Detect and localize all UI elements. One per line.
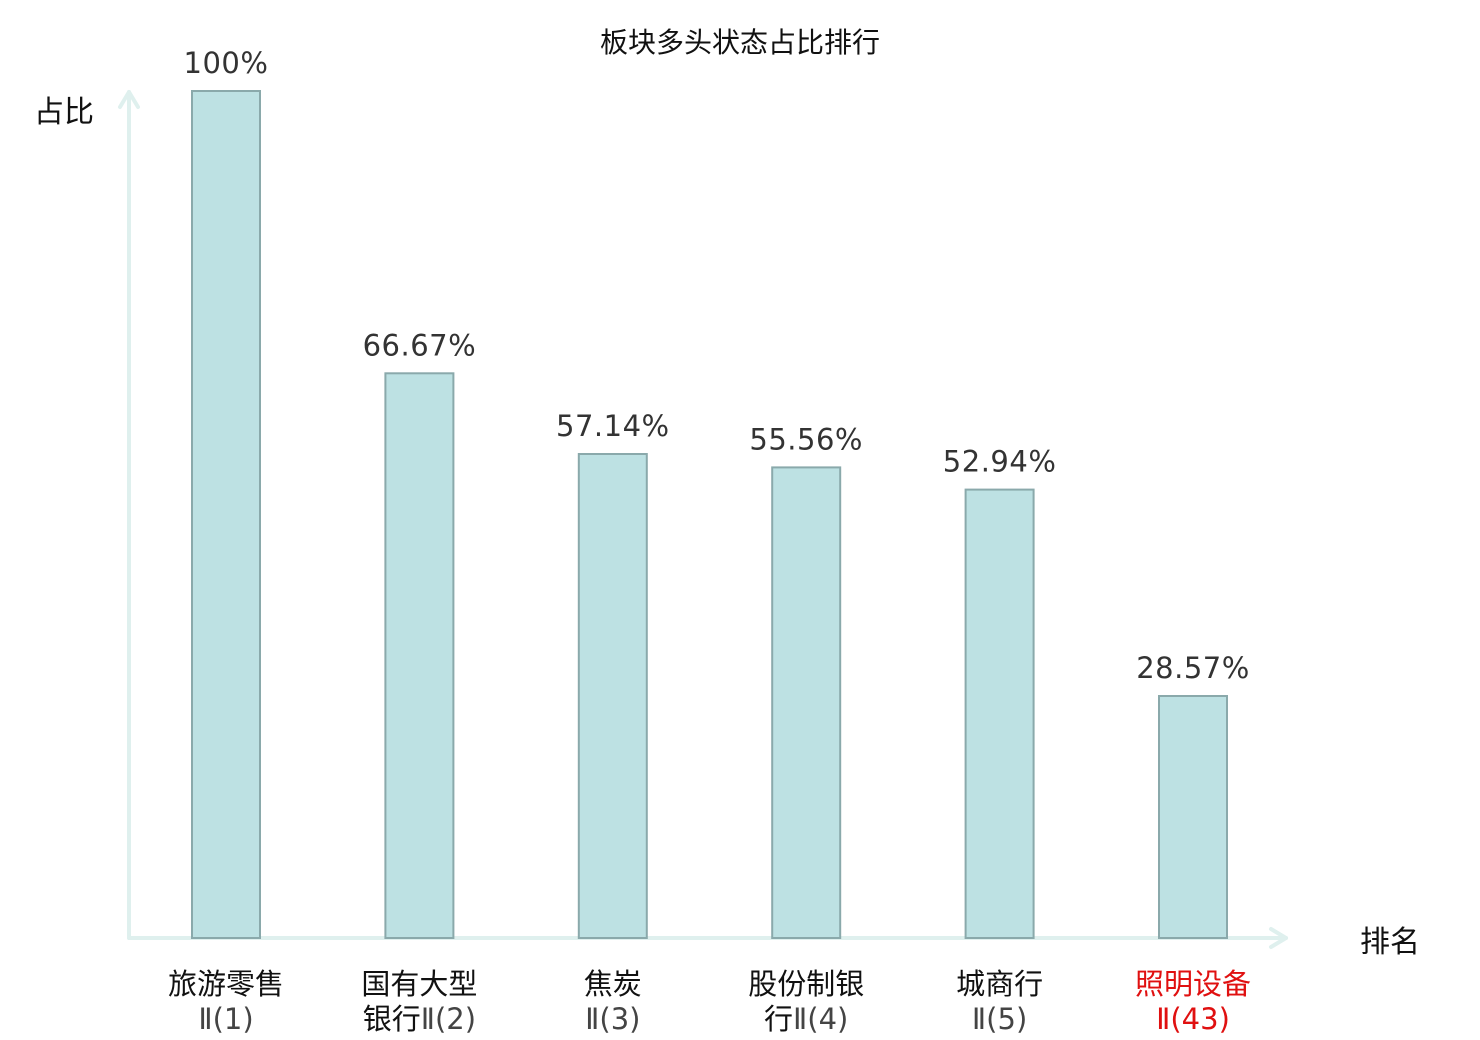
category-label-2: 国有大型银行Ⅱ(2) xyxy=(361,967,477,1036)
category-label-4: 股份制银行Ⅱ(4) xyxy=(748,967,864,1036)
category-label-line: 行Ⅱ(4) xyxy=(764,1002,848,1036)
category-labels-group: 旅游零售 Ⅱ(1) 国有大型银行Ⅱ(2) 焦炭 Ⅱ(3) 股份制银行Ⅱ(4) 城商行 Ⅱ(5)… xyxy=(168,967,1251,1036)
category-rank: Ⅱ(2) xyxy=(421,1002,476,1036)
category-name: 国有大型 xyxy=(361,967,477,1001)
category-rank: Ⅱ(4) xyxy=(793,1002,848,1036)
y-axis-label: 占比 xyxy=(34,95,94,130)
category-label-line: 银行Ⅱ(2) xyxy=(363,1002,476,1036)
category-rank: Ⅱ(3) xyxy=(585,1002,640,1036)
value-label-4: 55.56% xyxy=(749,422,863,456)
bar-1 xyxy=(191,90,261,939)
bar-4 xyxy=(771,466,842,939)
category-name: 焦炭 xyxy=(584,967,642,1001)
y-axis-arrow xyxy=(118,90,140,109)
category-label-line: 焦炭 xyxy=(584,967,642,1001)
category-name: 旅游零售 xyxy=(168,967,284,1001)
category-label-6: 照明设备 Ⅱ(43) xyxy=(1135,967,1251,1036)
x-axis-arrow xyxy=(1269,927,1288,949)
value-label-2: 66.67% xyxy=(363,328,477,362)
category-rank: Ⅱ(1) xyxy=(198,1002,253,1036)
category-label-line: Ⅱ(3) xyxy=(585,1002,640,1036)
category-label-line: 旅游零售 xyxy=(168,967,284,1001)
category-label-line: Ⅱ(1) xyxy=(198,1002,253,1036)
bar-3 xyxy=(577,453,648,939)
value-label-3: 57.14% xyxy=(556,409,670,443)
category-name: 行 xyxy=(764,1002,793,1036)
category-label-line: 国有大型 xyxy=(361,967,477,1001)
value-label-5: 52.94% xyxy=(943,445,1057,479)
category-label-line: 股份制银 xyxy=(748,967,864,1001)
category-name: 城商行 xyxy=(956,967,1043,1001)
category-name: 银行 xyxy=(363,1002,421,1036)
category-name: 照明设备 xyxy=(1135,967,1251,1001)
bar-6 xyxy=(1158,695,1228,939)
category-label-line: 城商行 xyxy=(956,967,1043,1001)
bars-group xyxy=(191,90,1228,939)
category-label-line: Ⅱ(43) xyxy=(1156,1002,1230,1036)
category-label-1: 旅游零售 Ⅱ(1) xyxy=(168,967,284,1036)
value-label-1: 100% xyxy=(184,46,269,80)
category-label-line: Ⅱ(5) xyxy=(972,1002,1027,1036)
chart-title: 板块多头状态占比排行 xyxy=(600,26,880,59)
bar-5 xyxy=(964,488,1035,939)
category-label-line: 照明设备 xyxy=(1135,967,1251,1001)
axes xyxy=(118,90,1288,949)
value-label-6: 28.57% xyxy=(1136,651,1250,685)
category-rank: Ⅱ(5) xyxy=(972,1002,1027,1036)
value-labels-group: 100% 66.67% 57.14% 55.56% 52.94% 28.57% xyxy=(184,46,1250,685)
category-label-3: 焦炭 Ⅱ(3) xyxy=(584,967,642,1036)
bar-2 xyxy=(384,372,455,939)
category-rank: Ⅱ(43) xyxy=(1156,1002,1230,1036)
category-label-5: 城商行 Ⅱ(5) xyxy=(956,967,1043,1036)
x-axis-label: 排名 xyxy=(1360,925,1420,960)
category-name: 股份制银 xyxy=(748,967,864,1001)
